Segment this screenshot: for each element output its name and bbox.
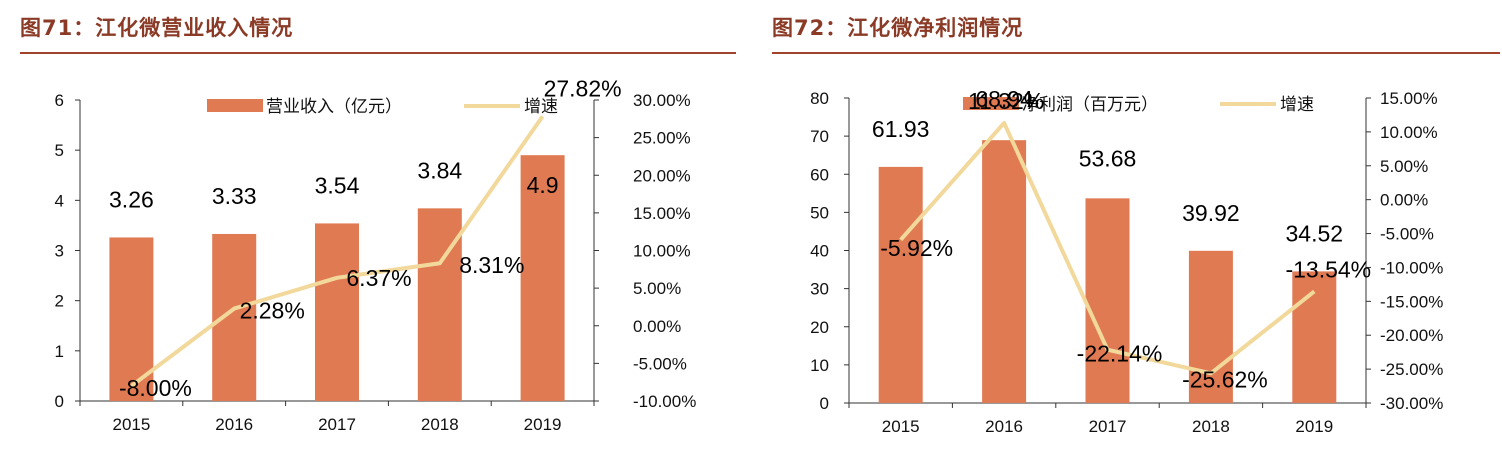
left-axis-tick-label: 40 xyxy=(810,242,829,261)
x-axis-tick-label: 2019 xyxy=(1295,417,1333,436)
left-axis-tick-label: 50 xyxy=(810,203,829,222)
chart-title: 图71：江化微营业收入情况 xyxy=(20,16,294,40)
left-axis-tick-label: 5 xyxy=(55,141,64,160)
bar xyxy=(315,223,359,401)
x-axis-tick-label: 2015 xyxy=(882,417,920,436)
x-axis-tick-label: 2017 xyxy=(318,415,356,434)
left-axis-tick-label: 4 xyxy=(55,191,64,210)
right-axis-tick-label: 0.00% xyxy=(633,317,681,336)
bar xyxy=(878,166,923,403)
left-axis-tick-label: 3 xyxy=(55,242,64,261)
title-divider xyxy=(20,52,736,54)
right-axis-tick-label: 5.00% xyxy=(1380,157,1428,176)
right-axis-tick-label: -5.00% xyxy=(1380,225,1434,244)
line-data-label: 27.82% xyxy=(544,75,622,101)
right-axis-tick-label: 0.00% xyxy=(1380,191,1428,210)
left-axis-tick-label: 0 xyxy=(820,394,829,413)
right-axis-tick-label: -30.00% xyxy=(1380,394,1443,413)
left-axis-tick-label: 80 xyxy=(810,89,829,108)
line-data-label: 6.37% xyxy=(346,265,411,291)
left-axis-tick-label: 70 xyxy=(810,127,829,146)
bar-data-label: 3.26 xyxy=(109,186,154,212)
right-axis-tick-label: -10.00% xyxy=(633,392,696,411)
bar-data-label: 68.94 xyxy=(975,86,1033,112)
net-profit-chart: 0 10 20 30 40 50 60 70 80 -30.00% -25.00% -20.00% -1… xyxy=(810,86,1443,436)
x-axis-tick-label: 2018 xyxy=(1192,417,1230,436)
legend-bar-label: 净利润（百万元） xyxy=(1022,95,1158,114)
x-axis-tick-label: 2018 xyxy=(421,415,459,434)
bar xyxy=(1085,198,1130,403)
line-data-label: 11.32% xyxy=(968,88,1044,114)
left-axis-tick-label: 30 xyxy=(810,280,829,299)
bar xyxy=(982,140,1027,403)
bar-data-label: 61.93 xyxy=(872,116,930,142)
left-axis-tick-label: 60 xyxy=(810,165,829,184)
x-axis-tick-label: 2016 xyxy=(215,415,253,434)
bar xyxy=(520,155,565,401)
legend-line-label: 增速 xyxy=(524,97,558,116)
line-data-label: -8.00% xyxy=(119,375,192,401)
x-axis-tick-label: 2019 xyxy=(524,415,562,434)
legend-bar-swatch xyxy=(963,97,1019,110)
line-data-label: -5.92% xyxy=(880,235,953,261)
right-axis-tick-label: 15.00% xyxy=(633,204,691,223)
right-axis-tick-label: -10.00% xyxy=(1380,258,1443,277)
line-data-label: 8.31% xyxy=(459,252,524,278)
growth-line xyxy=(130,115,545,388)
x-axis-tick-label: 2017 xyxy=(1089,417,1127,436)
chart-title: 图72：江化微净利润情况 xyxy=(772,16,1024,40)
revenue-chart-panel: 图71：江化微营业收入情况 0 1 2 3 4 5 6 -10.00% -5.00% 0.00% 5… xyxy=(0,0,740,458)
bar xyxy=(1188,250,1233,403)
revenue-chart: 0 1 2 3 4 5 6 -10.00% -5.00% 0.00% 5.00% 10.00% 15.0… xyxy=(55,75,697,434)
legend-bar-label: 营业收入（亿元） xyxy=(266,97,402,116)
left-axis-tick-label: 10 xyxy=(810,356,829,375)
left-axis-tick-label: 0 xyxy=(55,392,64,411)
right-axis-tick-label: -20.00% xyxy=(1380,326,1443,345)
bar-data-label: 34.52 xyxy=(1286,220,1344,246)
net-profit-chart-panel: 图72：江化微净利润情况 0 10 20 30 40 50 60 70 80 -30.00% -25… xyxy=(770,0,1502,458)
left-axis-tick-label: 20 xyxy=(810,318,829,337)
bar-data-label: 3.54 xyxy=(315,172,360,198)
right-axis-tick-label: -5.00% xyxy=(633,354,687,373)
line-data-label: -25.62% xyxy=(1182,366,1268,392)
bar-data-label: 3.84 xyxy=(417,157,462,183)
line-data-label: -22.14% xyxy=(1077,341,1163,367)
right-axis-tick-label: 25.00% xyxy=(633,129,691,148)
bar-data-label: 39.92 xyxy=(1182,200,1240,226)
x-axis-tick-label: 2015 xyxy=(112,415,150,434)
line-data-label: 2.28% xyxy=(240,298,305,324)
right-axis-tick-label: 20.00% xyxy=(633,166,691,185)
right-axis-tick-label: 10.00% xyxy=(633,242,691,261)
title-divider xyxy=(772,52,1500,54)
bar-data-label: 53.68 xyxy=(1079,145,1137,171)
legend-line-label: 增速 xyxy=(1280,95,1314,114)
bar xyxy=(417,208,462,401)
right-axis-tick-label: -15.00% xyxy=(1380,292,1443,311)
line-data-label: -13.54% xyxy=(1285,256,1371,282)
right-axis-tick-label: 10.00% xyxy=(1380,123,1438,142)
left-axis-tick-label: 2 xyxy=(55,292,64,311)
right-axis-tick-label: 5.00% xyxy=(633,279,681,298)
right-axis-tick-label: 15.00% xyxy=(1380,89,1438,108)
left-axis-tick-label: 1 xyxy=(55,342,64,361)
left-axis-tick-label: 6 xyxy=(55,91,64,110)
x-axis-tick-label: 2016 xyxy=(985,417,1023,436)
right-axis-tick-label: -25.00% xyxy=(1380,360,1443,379)
bar-data-label: 3.33 xyxy=(212,183,257,209)
growth-line xyxy=(899,120,1316,376)
right-axis-tick-label: 30.00% xyxy=(633,91,691,110)
bar-data-label: 4.9 xyxy=(527,172,559,198)
bar xyxy=(1292,271,1337,403)
legend-bar-swatch xyxy=(207,99,263,112)
